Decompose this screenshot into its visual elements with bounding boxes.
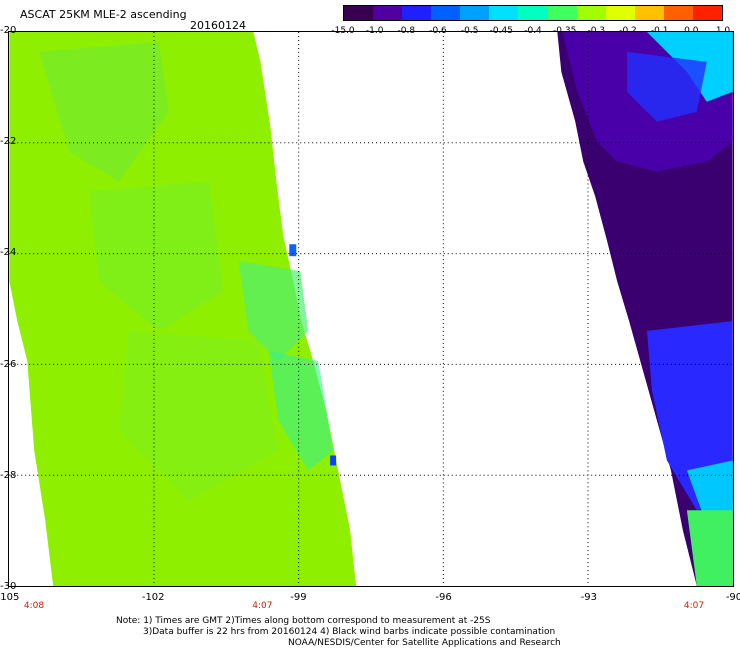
left-swath-blue-pixel-1 [289, 244, 297, 257]
map-plot [8, 31, 734, 587]
colorbar-swatch [663, 6, 693, 20]
colorbar-swatch [634, 6, 664, 20]
lat-tick-label: -26 [0, 358, 17, 370]
left-swath-shade-5 [268, 350, 334, 471]
time-label: 4:07 [252, 601, 273, 611]
lon-tick-label: -90 [725, 592, 740, 603]
colorbar-swatch [431, 6, 461, 20]
note-line-2: 3)Data buffer is 22 hrs from 20160124 4)… [143, 627, 556, 637]
note-line-1: Note: 1) Times are GMT 2)Times along bot… [116, 616, 491, 626]
lon-tick-label: -102 [141, 592, 165, 603]
right-swath-light [686, 460, 733, 526]
colorbar-swatch [489, 6, 519, 20]
time-label: 4:08 [23, 601, 45, 611]
swath-canvas [9, 32, 733, 586]
lon-tick-label: -99 [290, 592, 307, 603]
map-title: ASCAT 25KM MLE-2 ascending [20, 8, 187, 21]
lon-tick-label: -105 [0, 592, 20, 603]
left-swath-shade-3 [118, 330, 279, 501]
note-line-3: NOAA/NESDIS/Center for Satellite Applica… [288, 638, 561, 648]
colorbar-swatch [547, 6, 577, 20]
lon-tick-label: -93 [580, 592, 597, 603]
time-label: 4:07 [683, 601, 705, 611]
colorbar-swatch [518, 6, 548, 20]
colorbar-swatch [576, 6, 606, 20]
left-swath-shade-4 [238, 261, 309, 361]
left-swath-blue-pixel-2 [330, 455, 337, 466]
lon-tick-label: -96 [435, 592, 452, 603]
left-swath-shade-2 [89, 181, 224, 331]
colorbar-swatch [605, 6, 635, 20]
left-swath-shade-1 [39, 41, 169, 182]
colorbar-swatch [692, 6, 723, 20]
lat-tick-label: -20 [0, 25, 17, 36]
colorbar [343, 5, 723, 21]
colorbar-swatch [373, 6, 403, 20]
lat-tick-label: -28 [0, 469, 17, 481]
lat-tick-label: -30 [0, 581, 17, 592]
colorbar-swatch [402, 6, 432, 20]
colorbar-swatch [460, 6, 490, 20]
right-swath-green [686, 510, 733, 586]
right-swath-blue-top [627, 51, 707, 122]
lat-tick-label: -22 [0, 136, 17, 148]
map-date: 20160124 [190, 19, 246, 32]
right-swath-blue-mid [647, 320, 733, 511]
lat-tick-label: -24 [0, 247, 17, 259]
colorbar-swatch [344, 6, 374, 20]
